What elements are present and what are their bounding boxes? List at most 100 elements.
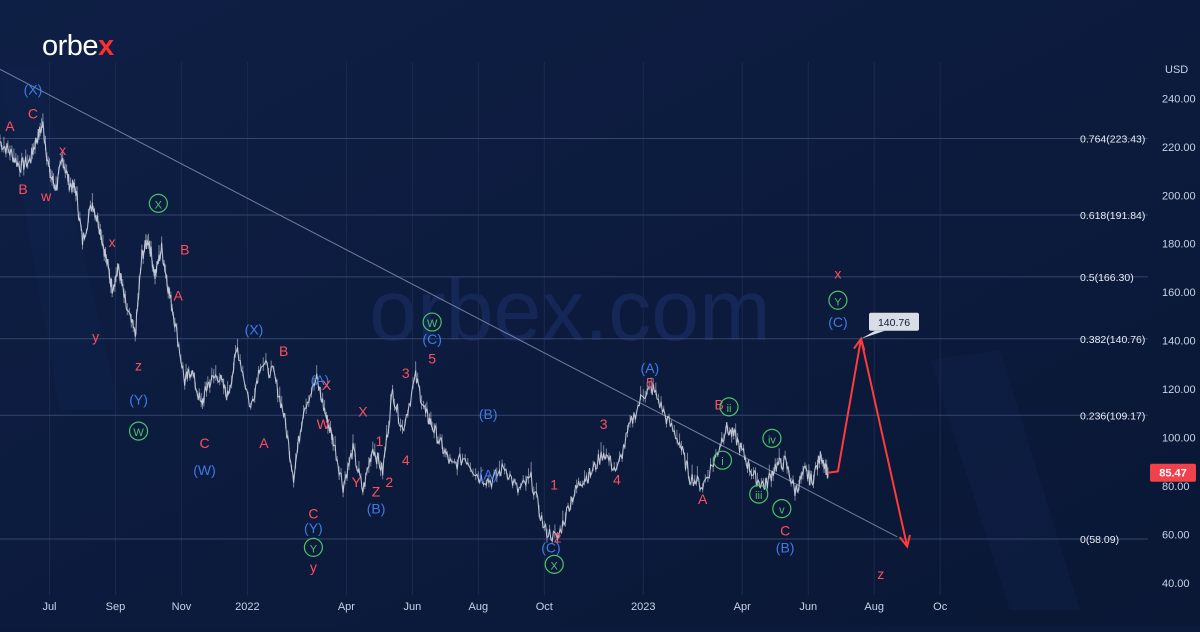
current-price-tag — [1150, 463, 1196, 482]
axis-unit-label: USD — [1165, 64, 1189, 76]
wave-label-circle — [749, 484, 769, 504]
target-callout-label: 140.76 — [878, 317, 910, 329]
wave-label: Y — [352, 474, 362, 490]
wave-label: 4 — [402, 452, 410, 468]
wave-label: (B) — [479, 406, 498, 422]
wave-label: (Y) — [304, 520, 323, 536]
wave-label: Z — [372, 484, 381, 500]
wave-label: C — [780, 522, 790, 538]
wave-label: (X) — [245, 321, 264, 337]
x-axis: Jul Sep Nov 2022 Apr Jun Aug Oct 2023 Apr Jun Aug Oc — [42, 601, 947, 613]
wave-label: A — [173, 287, 183, 303]
fib-level-label: 0.618(191.84) — [1080, 210, 1145, 222]
x-tick-label: Oc — [933, 601, 948, 613]
logo-text: orbe — [42, 30, 99, 62]
wave-label: B — [714, 396, 723, 412]
x-tick-label: Aug — [469, 601, 489, 613]
wave-label: iii — [755, 490, 762, 502]
logo-accent: x — [98, 30, 114, 62]
wave-label: 4 — [613, 472, 621, 488]
x-tick-label: Jun — [799, 601, 817, 613]
wave-label: 2 — [554, 530, 562, 546]
wave-label: x — [834, 266, 841, 282]
wave-label: Y — [834, 296, 842, 308]
wave-label-circle — [128, 421, 149, 441]
wave-label: Y — [310, 543, 318, 555]
wave-label: 5 — [646, 375, 654, 391]
y-tick-label: 220.00 — [1162, 142, 1196, 154]
wave-label: A — [5, 118, 15, 134]
x-tick-label: Apr — [734, 601, 751, 613]
projection-layer — [827, 336, 911, 549]
y-tick-label: 40.00 — [1162, 578, 1190, 590]
wave-label: (Y) — [129, 392, 148, 408]
wave-label: w — [40, 188, 52, 204]
wave-label: (A) — [479, 467, 498, 483]
wave-label: 3 — [600, 416, 608, 432]
y-tick-label: 180.00 — [1162, 239, 1196, 251]
wave-label: W — [133, 427, 144, 439]
wave-label: ii — [727, 403, 732, 415]
wave-label-circle — [712, 450, 733, 470]
wave-label: iv — [768, 434, 776, 446]
wave-label: 5 — [428, 350, 436, 366]
wave-label-circle — [772, 499, 792, 519]
x-tick-label: Jul — [42, 601, 56, 613]
wave-label: C — [28, 106, 38, 122]
wave-label: B — [279, 343, 288, 359]
fib-level-label: 0.764(223.43) — [1080, 133, 1145, 145]
x-tick-label: Sep — [106, 601, 126, 613]
y-tick-label: 240.00 — [1162, 93, 1196, 105]
wave-label: (A) — [641, 360, 660, 376]
wave-label: x — [109, 234, 116, 250]
x-tick-label: Nov — [172, 601, 192, 613]
wave-label-circle — [422, 312, 442, 332]
projection-arrowhead-down — [898, 534, 911, 549]
wave-label: z — [877, 566, 884, 582]
y-tick-label: 60.00 — [1162, 529, 1190, 541]
wave-label-circle — [828, 290, 848, 310]
projection-path — [827, 338, 909, 547]
wave-label: (C) — [541, 539, 560, 555]
wave-label: X — [358, 404, 368, 420]
wave-label: X — [155, 199, 163, 211]
y-tick-label: 200.00 — [1162, 190, 1196, 202]
current-price-label: 85.47 — [1159, 468, 1187, 480]
fib-level-label: 0.5(166.30) — [1080, 272, 1134, 284]
wave-label: X — [322, 377, 332, 393]
y-tick-label: 160.00 — [1162, 287, 1196, 299]
wave-label: (C) — [828, 314, 847, 330]
y-tick-label: 140.00 — [1162, 336, 1196, 348]
trendline-layer — [0, 68, 898, 538]
x-tick-label: 2022 — [235, 601, 259, 613]
fibonacci-levels: 0.764(223.43) 0.618(191.84) 0.5(166.30) 0.3… — [0, 133, 1148, 546]
wave-label: (W) — [193, 462, 216, 478]
wave-label: C — [308, 505, 318, 521]
y-axis: 40.00 60.00 80.00 100.00 120.00 140.00 160.00 1… — [1162, 93, 1196, 590]
wave-label: W — [317, 416, 331, 432]
y-tick-label: 120.00 — [1162, 384, 1196, 396]
wave-label: 2 — [385, 474, 393, 490]
y-tick-label: 100.00 — [1162, 433, 1196, 445]
fib-level-label: 0.382(140.76) — [1080, 334, 1145, 346]
x-tick-label: 2023 — [631, 601, 655, 613]
target-callout-box — [869, 312, 919, 331]
wave-label-circle — [544, 554, 564, 574]
wave-label-circle — [719, 397, 739, 417]
wave-label-circle — [303, 537, 323, 557]
x-tick-label: Aug — [864, 601, 884, 613]
x-tick-label: Apr — [338, 601, 355, 613]
watermark: orbex.com — [369, 263, 771, 359]
wave-label: i — [721, 456, 723, 468]
wave-label: (A) — [311, 372, 330, 388]
wave-label: 3 — [402, 365, 410, 381]
wave-label: X — [551, 560, 559, 572]
wave-label: C — [199, 435, 209, 451]
wave-label: z — [135, 358, 142, 374]
wave-label: 1 — [550, 476, 558, 492]
orbex-logo: orbex — [42, 30, 114, 63]
grid-layer — [48, 62, 941, 595]
